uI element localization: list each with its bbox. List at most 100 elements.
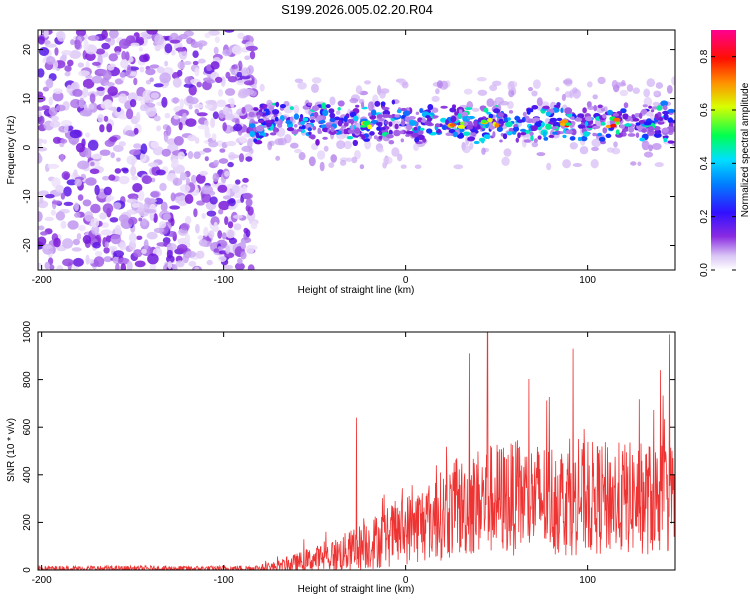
- heatmap-cell: [667, 119, 673, 123]
- heatmap-cell: [183, 83, 194, 88]
- heatmap-cell: [528, 87, 533, 92]
- heatmap-cell: [298, 152, 306, 161]
- heatmap-cell: [301, 125, 306, 130]
- heatmap-cell: [654, 129, 662, 135]
- top-y-axis-label: Frequency (Hz): [6, 116, 17, 185]
- heatmap-cell: [55, 211, 66, 221]
- heatmap-cell: [222, 106, 230, 116]
- heatmap-cell: [75, 30, 87, 37]
- heatmap-cell: [223, 264, 234, 270]
- heatmap-cell: [166, 243, 177, 251]
- heatmap-peak: [564, 122, 572, 126]
- heatmap-cell: [466, 125, 473, 130]
- heatmap-cell: [224, 216, 229, 226]
- heatmap-cell: [82, 78, 95, 89]
- heatmap-cell: [60, 138, 68, 144]
- heatmap-cell: [99, 212, 107, 220]
- heatmap-cell: [177, 151, 185, 160]
- heatmap-cell: [62, 258, 74, 267]
- heatmap-cell: [258, 109, 263, 113]
- heatmap-cell: [64, 71, 71, 77]
- heatmap-cell: [560, 107, 564, 114]
- heatmap-cell: [133, 127, 139, 135]
- heatmap-cell: [241, 67, 250, 77]
- heatmap-cell: [145, 68, 156, 76]
- heatmap-cell: [556, 117, 563, 122]
- heatmap-cell: [343, 140, 352, 150]
- heatmap-cell: [221, 232, 227, 240]
- heatmap-cell: [328, 162, 335, 169]
- heatmap-cell: [175, 111, 185, 116]
- heatmap-cell: [209, 196, 218, 205]
- heatmap-peak: [367, 124, 373, 130]
- heatmap-cell: [591, 146, 599, 152]
- heatmap-cell: [582, 107, 587, 114]
- heatmap-cell: [294, 149, 302, 154]
- heatmap-cell: [217, 230, 223, 239]
- heatmap-cell: [378, 118, 385, 122]
- heatmap-cell: [253, 107, 259, 111]
- bottom-x-tick-label: -100: [214, 575, 234, 586]
- heatmap-cell: [171, 72, 180, 80]
- heatmap-cell: [126, 260, 133, 270]
- heatmap-cell: [240, 239, 246, 250]
- heatmap-cell: [328, 108, 335, 114]
- heatmap-cell: [100, 229, 113, 236]
- heatmap-cell: [107, 64, 115, 71]
- heatmap-cell: [231, 64, 238, 70]
- heatmap-cell: [153, 227, 165, 233]
- heatmap-cell: [115, 262, 120, 270]
- heatmap-cell: [549, 117, 558, 123]
- heatmap-cell: [337, 119, 343, 127]
- heatmap-cell: [118, 93, 128, 104]
- heatmap-cell: [486, 98, 495, 107]
- heatmap-cell: [413, 126, 418, 131]
- heatmap-cell: [373, 135, 378, 140]
- heatmap-cell: [159, 182, 167, 192]
- heatmap-cell: [480, 138, 485, 144]
- bottom-y-tick-label: 1000: [22, 320, 33, 343]
- colorbar-tick-label: 0.6: [699, 103, 710, 117]
- heatmap-cell: [179, 184, 191, 193]
- colorbar-label: Normalized spectral amplitude: [740, 82, 750, 217]
- heatmap-cell: [530, 125, 538, 132]
- heatmap-cell: [438, 123, 443, 127]
- heatmap-cell: [143, 239, 149, 251]
- heatmap-cell: [212, 111, 219, 120]
- heatmap-cell: [355, 104, 360, 108]
- heatmap-cell: [242, 192, 253, 200]
- heatmap-cell: [231, 45, 243, 55]
- heatmap-cell: [343, 115, 348, 123]
- heatmap-cell: [228, 198, 236, 207]
- heatmap-cell: [126, 155, 137, 165]
- heatmap-cell: [228, 237, 238, 245]
- heatmap-cell: [529, 131, 534, 136]
- heatmap-cell: [454, 111, 459, 116]
- heatmap-peak: [559, 122, 566, 127]
- heatmap-cell: [45, 194, 55, 199]
- heatmap-cell: [400, 107, 407, 112]
- heatmap-cell: [300, 121, 305, 125]
- heatmap-cell: [165, 125, 172, 136]
- heatmap-cell: [269, 132, 277, 136]
- heatmap-cell: [74, 212, 81, 218]
- heatmap-cell: [611, 79, 618, 89]
- heatmap-cell: [307, 102, 313, 106]
- heatmap-cell: [311, 77, 322, 84]
- heatmap-cell: [74, 178, 82, 187]
- heatmap-cell: [602, 113, 607, 119]
- heatmap-cell: [52, 91, 64, 102]
- heatmap-cell: [277, 137, 287, 146]
- heatmap-cell: [290, 142, 299, 149]
- heatmap-cell: [461, 111, 469, 117]
- heatmap-cell: [643, 121, 652, 126]
- heatmap-cell: [110, 234, 122, 245]
- heatmap-cell: [213, 46, 219, 55]
- heatmap-cell: [206, 79, 216, 84]
- heatmap-cell: [606, 147, 615, 153]
- heatmap-cell: [384, 120, 389, 125]
- heatmap-cell: [203, 226, 209, 237]
- bottom-y-tick-label: 200: [22, 514, 33, 531]
- heatmap-cell: [457, 112, 463, 120]
- heatmap-cell: [574, 117, 583, 122]
